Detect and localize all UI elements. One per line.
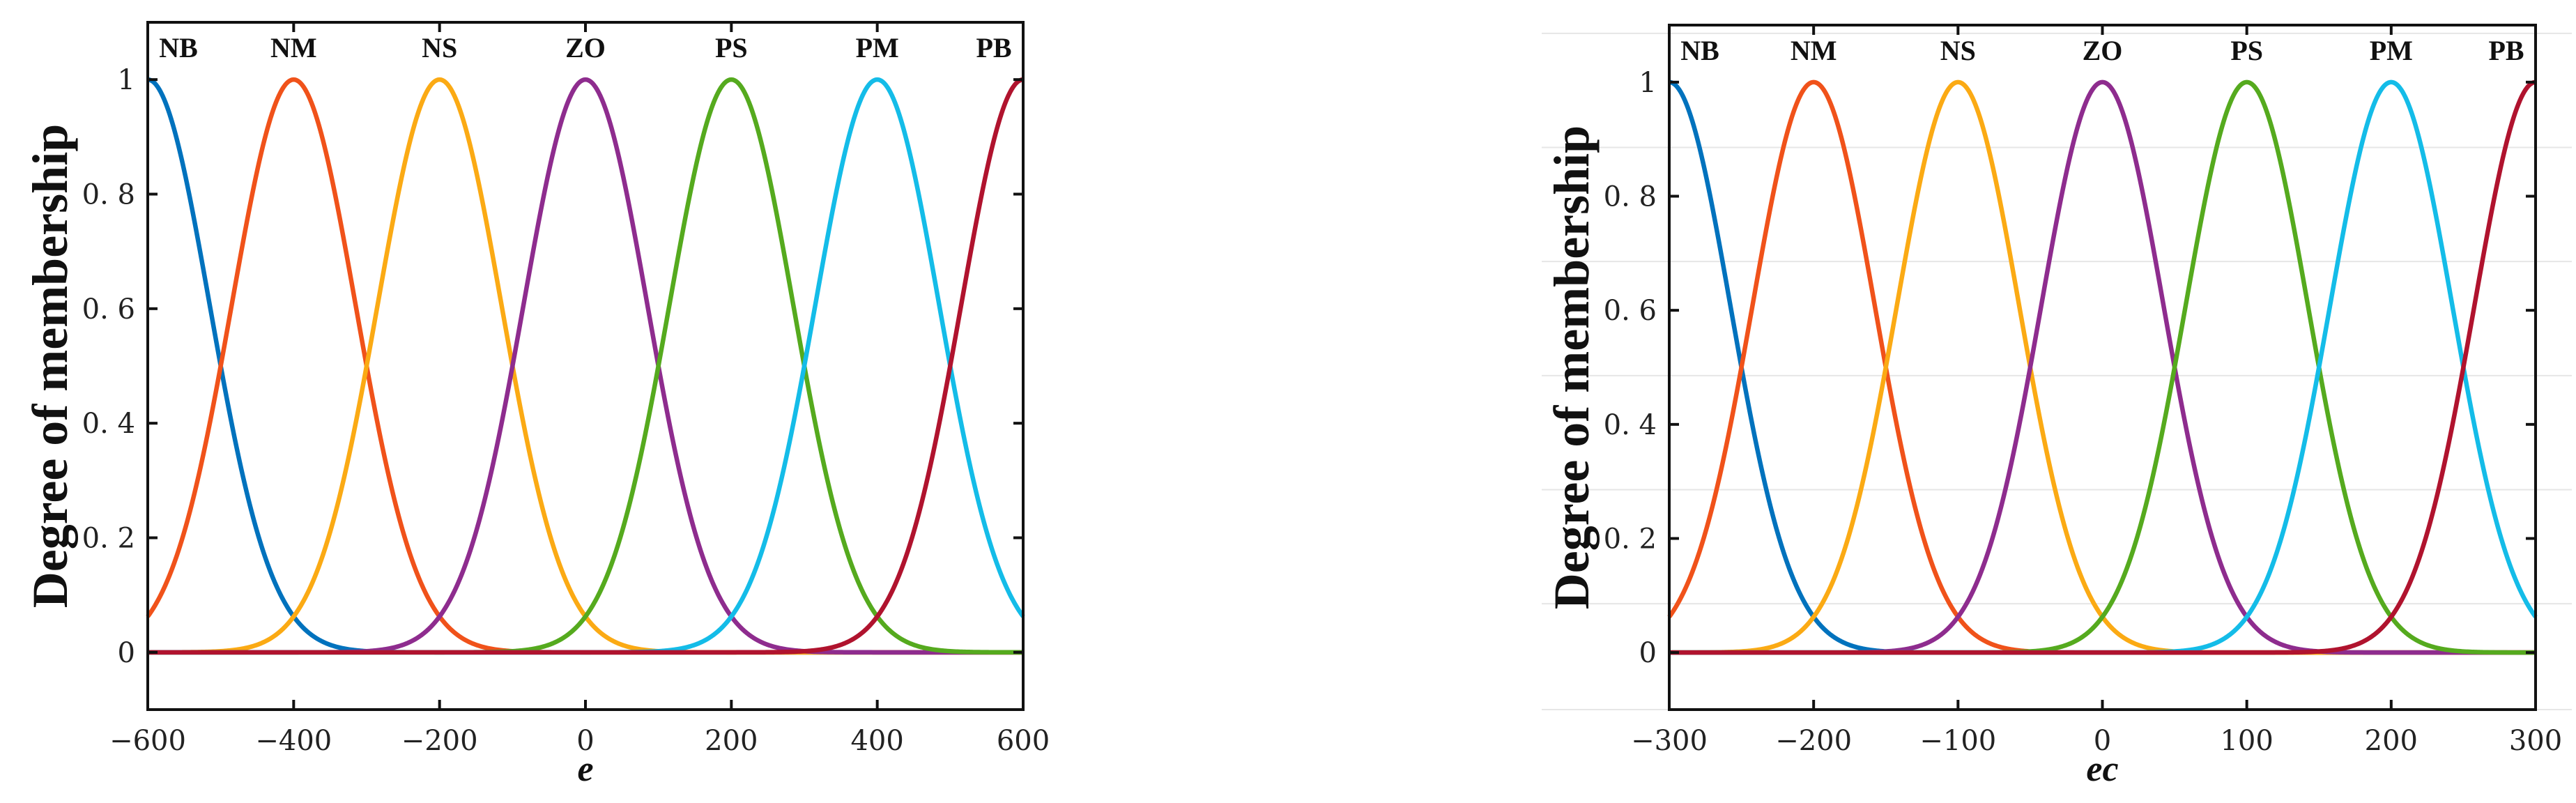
y-tick-label: 0. 6 <box>1604 295 1657 327</box>
series-line-ns <box>146 77 1025 655</box>
series-line-ps <box>1668 79 2537 655</box>
series-line-nm <box>146 77 1025 655</box>
mf-label-zo: ZO <box>2083 35 2123 66</box>
series-line-zo <box>1668 79 2537 655</box>
x-tick-label: 400 <box>850 725 903 757</box>
y-tick-label: 0. 4 <box>1604 409 1657 441</box>
mf-label-zo: ZO <box>565 32 606 63</box>
chart-ec: −300 −200 −100 0 100 200 300 0 0. 2 0. 4 0. 6 0. 8 1… <box>1542 24 2572 789</box>
y-axis-title: Degree of membership <box>1544 125 1600 609</box>
y-tick-label: 0. 8 <box>1604 181 1657 213</box>
chart-e: −600 −400 −200 0 200 400 600 0 0. 2 0. 4 0. 6 0. 8 1… <box>22 21 1050 789</box>
mf-label-nm: NM <box>1791 35 1837 66</box>
y-tick-label: 0. 8 <box>82 179 135 211</box>
series-line-nb <box>146 77 1025 655</box>
y-tick-label: 0. 6 <box>82 293 135 326</box>
x-tick-label: −200 <box>401 725 478 757</box>
x-tick-label: −400 <box>255 725 332 757</box>
mf-label-pm: PM <box>2370 35 2413 66</box>
series-line-ns <box>1668 79 2537 655</box>
y-axis-title: Degree of membership <box>22 124 78 608</box>
x-tick-label: 100 <box>2220 725 2273 757</box>
x-axis-title: ec <box>2086 749 2118 789</box>
y-tick-label: 0 <box>1639 637 1657 669</box>
y-tick-label: 1 <box>1639 67 1657 99</box>
mf-label-ps: PS <box>2230 35 2263 66</box>
x-axis-title: e <box>577 749 593 789</box>
y-tick-label: 0. 2 <box>82 523 135 555</box>
series-line-pm <box>1668 79 2538 655</box>
y-tick-label: 0. 2 <box>1604 523 1657 556</box>
y-tick-label: 1 <box>118 64 135 96</box>
mf-label-ns: NS <box>1940 35 1976 66</box>
mf-label-pb: PB <box>2488 35 2524 66</box>
series-line-pb <box>1668 79 2537 655</box>
y-tick-label: 0 <box>118 637 135 669</box>
x-tick-label: −600 <box>109 725 186 757</box>
mf-label-nb: NB <box>159 32 198 63</box>
series-line-pb <box>146 77 1025 655</box>
mf-label-pm: PM <box>856 32 899 63</box>
x-tick-label: −200 <box>1775 725 1852 757</box>
mf-label-nm: NM <box>270 32 317 63</box>
series-line-nb <box>1668 79 2537 655</box>
x-tick-label: 300 <box>2509 725 2562 757</box>
x-tick-label: 0 <box>576 725 594 757</box>
x-tick-label: 600 <box>997 725 1050 757</box>
x-tick-label: 200 <box>2365 725 2418 757</box>
series-line-nm <box>1667 79 2537 655</box>
mf-label-nb: NB <box>1680 35 1719 66</box>
x-tick-label: 200 <box>705 725 758 757</box>
mf-label-pb: PB <box>976 32 1011 63</box>
axes-box <box>1668 24 2537 711</box>
axes-box <box>146 21 1025 711</box>
mf-label-ps: PS <box>715 32 748 63</box>
x-tick-label: −300 <box>1631 725 1708 757</box>
y-tick-label: 0. 4 <box>82 408 135 440</box>
x-tick-label: 0 <box>2094 725 2111 757</box>
series-line-pm <box>146 77 1025 655</box>
x-tick-label: −100 <box>1919 725 1996 757</box>
series-line-zo <box>146 77 1025 655</box>
series-line-ps <box>146 77 1025 655</box>
mf-label-ns: NS <box>422 32 457 63</box>
